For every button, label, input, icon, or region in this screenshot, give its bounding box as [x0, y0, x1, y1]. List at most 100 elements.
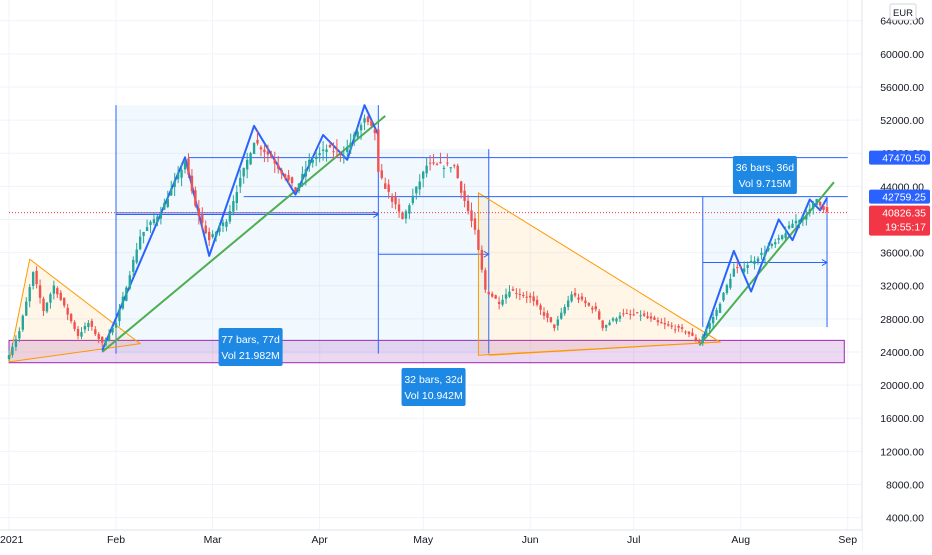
candle[interactable]	[566, 295, 570, 311]
candle[interactable]	[542, 307, 546, 320]
candle[interactable]	[352, 131, 356, 147]
candle[interactable]	[573, 287, 577, 298]
candle[interactable]	[197, 200, 201, 225]
candle[interactable]	[439, 152, 442, 164]
candle[interactable]	[698, 338, 701, 343]
candle[interactable]	[756, 256, 760, 265]
candle[interactable]	[104, 337, 107, 347]
candle[interactable]	[432, 154, 435, 166]
candle[interactable]	[484, 267, 487, 293]
candle[interactable]	[49, 292, 52, 309]
candle[interactable]	[501, 294, 504, 307]
candle[interactable]	[442, 165, 446, 179]
candle[interactable]	[425, 157, 428, 178]
candle[interactable]	[763, 245, 767, 264]
candle[interactable]	[822, 204, 825, 214]
candle[interactable]	[90, 318, 94, 331]
candle[interactable]	[211, 230, 214, 239]
candle[interactable]	[694, 334, 698, 343]
candle[interactable]	[332, 142, 335, 159]
candle[interactable]	[635, 312, 639, 314]
candle[interactable]	[132, 256, 135, 277]
candle[interactable]	[729, 273, 732, 290]
candle[interactable]	[73, 320, 76, 332]
candle[interactable]	[314, 150, 318, 167]
candle[interactable]	[470, 202, 473, 228]
measure-label-1[interactable]: 77 bars, 77d Vol 21.982M	[218, 328, 283, 366]
candle[interactable]	[418, 174, 421, 196]
candle[interactable]	[380, 163, 383, 180]
candle[interactable]	[28, 284, 31, 308]
candle[interactable]	[194, 186, 197, 208]
candle[interactable]	[598, 308, 601, 321]
candle[interactable]	[304, 160, 308, 186]
candle[interactable]	[394, 191, 397, 210]
candle[interactable]	[473, 212, 477, 235]
candle[interactable]	[673, 324, 677, 334]
candle[interactable]	[18, 327, 21, 342]
candle[interactable]	[639, 310, 642, 321]
candle[interactable]	[594, 302, 597, 312]
candle[interactable]	[701, 333, 704, 347]
candle[interactable]	[297, 182, 301, 194]
candle[interactable]	[201, 207, 204, 231]
candle[interactable]	[87, 320, 90, 331]
candle[interactable]	[608, 319, 611, 326]
candle[interactable]	[373, 129, 377, 141]
candle[interactable]	[80, 327, 83, 340]
candle[interactable]	[401, 211, 404, 220]
candle[interactable]	[487, 291, 490, 295]
candle[interactable]	[31, 271, 35, 290]
candle[interactable]	[825, 204, 829, 215]
candle[interactable]	[725, 283, 729, 295]
candle[interactable]	[321, 140, 325, 161]
candle[interactable]	[63, 297, 66, 308]
candle[interactable]	[359, 122, 363, 140]
candle[interactable]	[446, 153, 449, 167]
candle[interactable]	[477, 228, 480, 251]
candle[interactable]	[463, 183, 466, 208]
candle[interactable]	[45, 301, 49, 314]
candle[interactable]	[767, 242, 770, 252]
candle[interactable]	[656, 317, 660, 326]
trendline-1[interactable]	[101, 115, 386, 353]
candle[interactable]	[187, 153, 190, 178]
candle[interactable]	[736, 260, 739, 274]
candle[interactable]	[687, 331, 691, 338]
candle[interactable]	[346, 139, 349, 158]
candle[interactable]	[497, 296, 501, 310]
candle[interactable]	[301, 166, 304, 188]
candle[interactable]	[560, 307, 563, 320]
candle[interactable]	[83, 322, 87, 334]
candle[interactable]	[625, 308, 629, 315]
candle[interactable]	[801, 215, 805, 227]
candle[interactable]	[815, 198, 818, 207]
candle[interactable]	[128, 270, 132, 291]
candle[interactable]	[642, 310, 646, 318]
candle[interactable]	[239, 169, 242, 194]
candle[interactable]	[611, 316, 615, 323]
price-marker[interactable]: 40826.35 19:55:17	[869, 205, 930, 236]
candle[interactable]	[235, 185, 239, 211]
candle[interactable]	[480, 245, 484, 273]
candle[interactable]	[384, 177, 387, 190]
candle[interactable]	[232, 195, 235, 216]
candle[interactable]	[808, 203, 811, 217]
candle[interactable]	[280, 167, 283, 180]
candle[interactable]	[546, 310, 549, 323]
candle[interactable]	[770, 242, 774, 249]
candle[interactable]	[604, 324, 608, 332]
candle[interactable]	[325, 144, 328, 162]
candle[interactable]	[266, 144, 270, 163]
candle[interactable]	[494, 294, 497, 299]
candle[interactable]	[308, 153, 311, 172]
measure-range-2[interactable]	[378, 149, 489, 354]
candle[interactable]	[780, 234, 784, 241]
candle[interactable]	[618, 312, 622, 323]
candle[interactable]	[76, 326, 80, 340]
candle[interactable]	[615, 317, 618, 325]
candle[interactable]	[294, 187, 297, 192]
candle[interactable]	[277, 155, 280, 174]
candle[interactable]	[204, 220, 207, 235]
candle[interactable]	[787, 221, 791, 230]
